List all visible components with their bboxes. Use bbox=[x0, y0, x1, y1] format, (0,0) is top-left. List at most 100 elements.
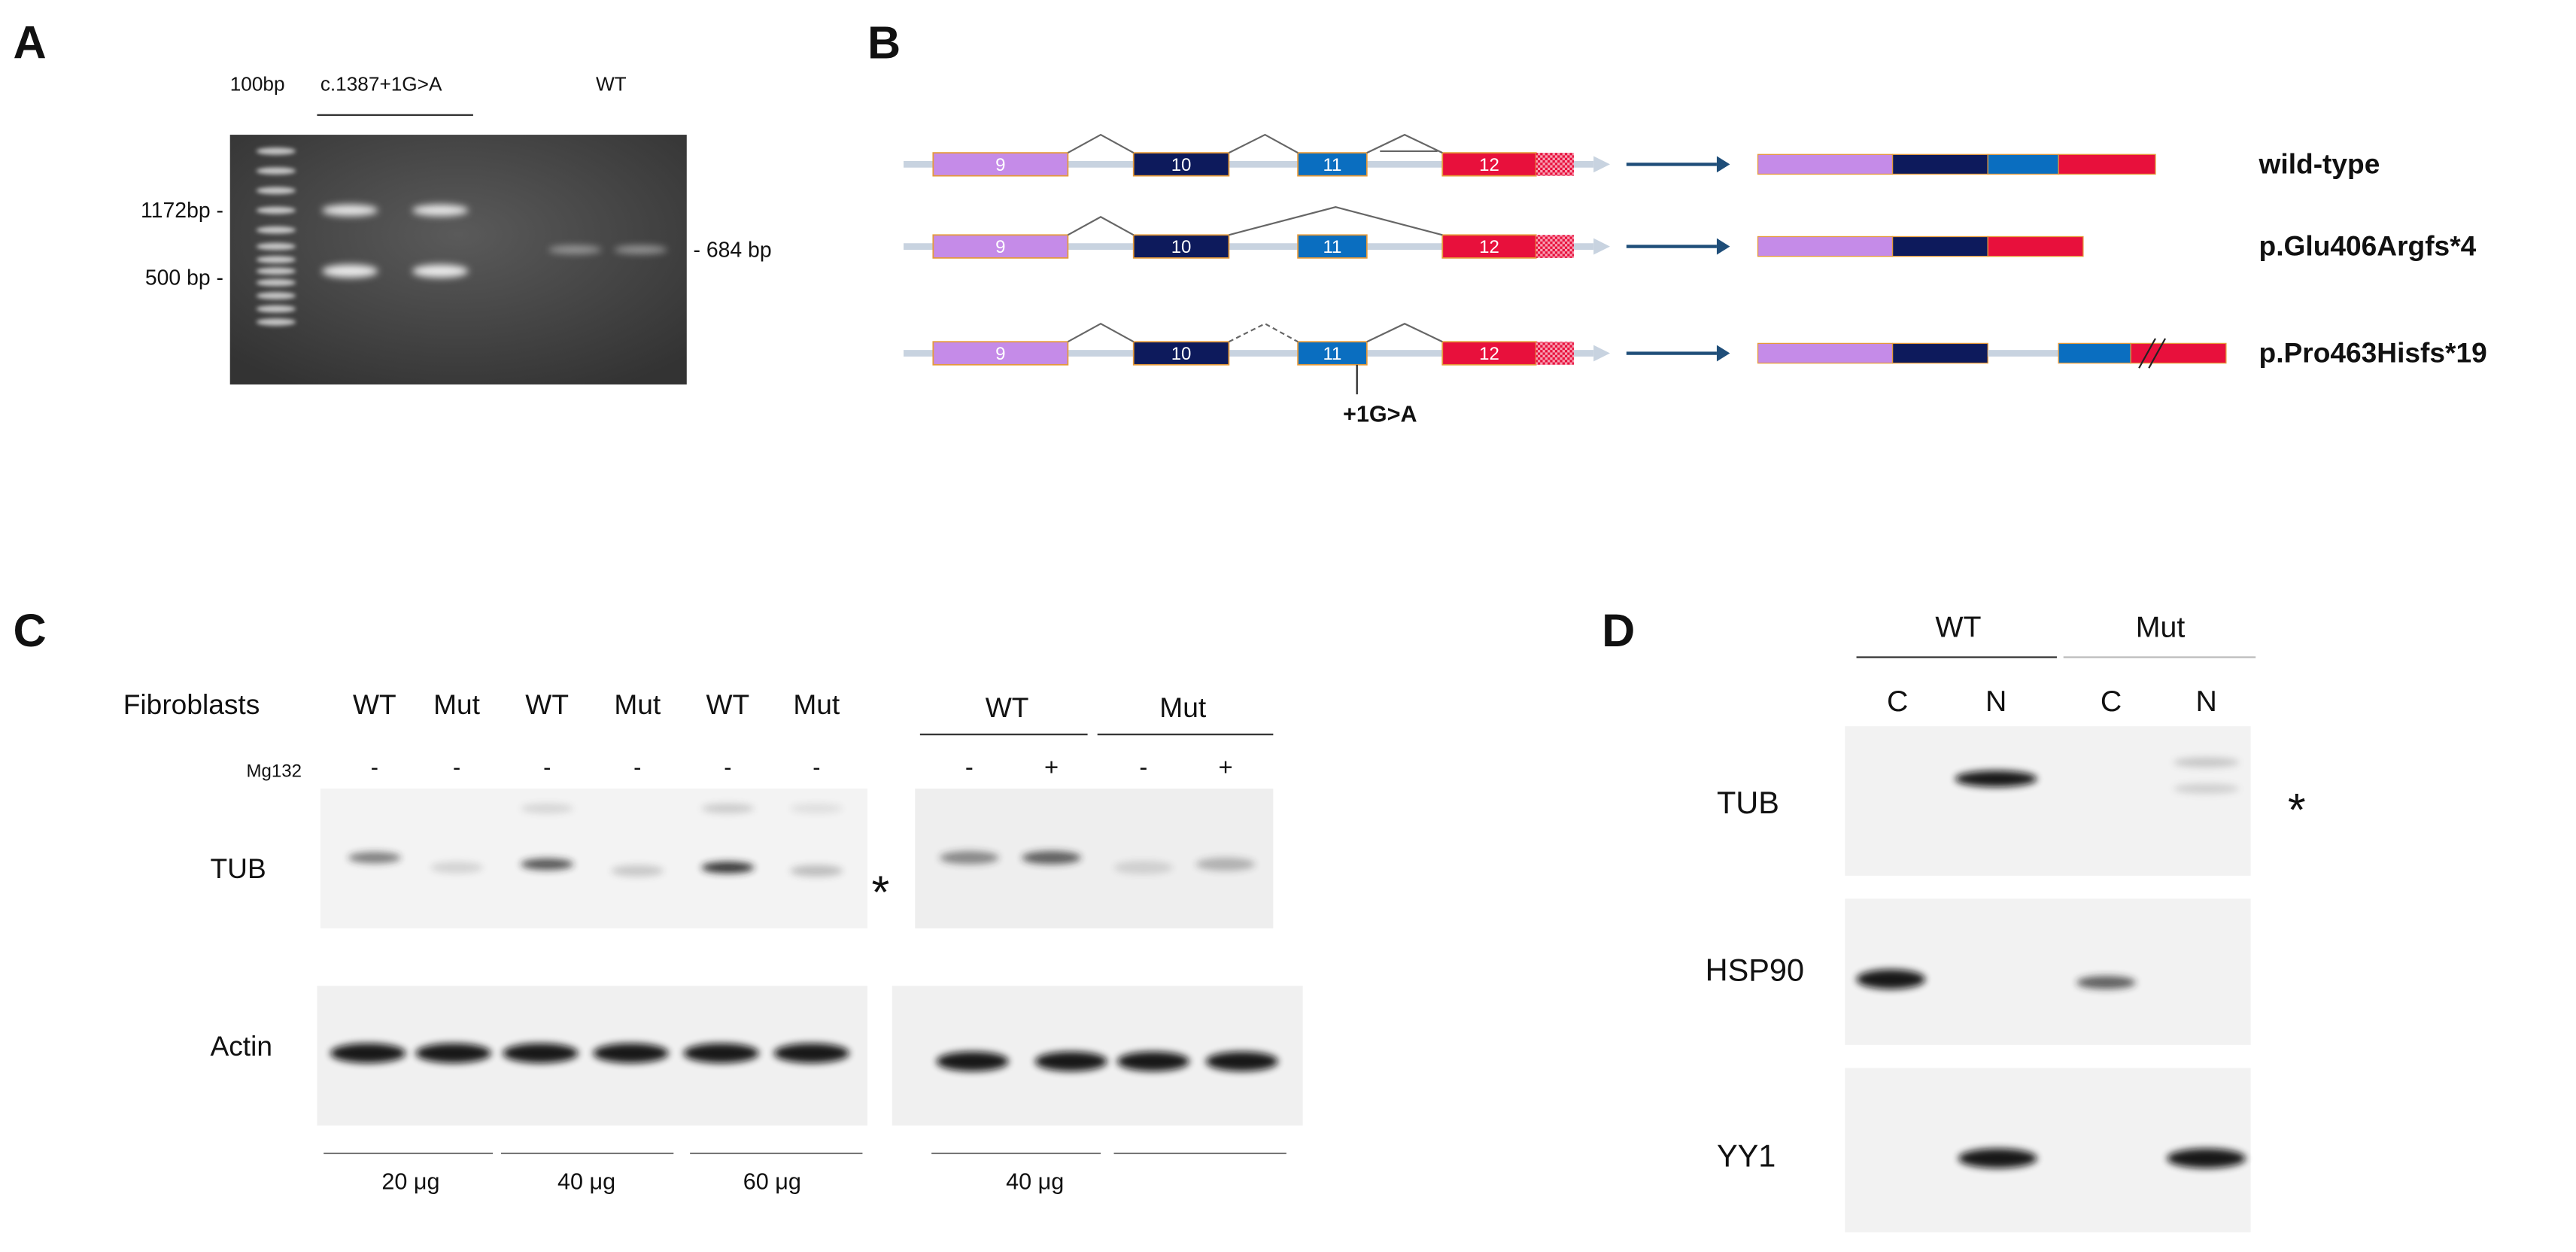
exon-utr bbox=[1536, 342, 1574, 365]
blot-band bbox=[683, 1043, 759, 1063]
exon-number: 10 bbox=[1171, 344, 1192, 364]
protein-label: TUB bbox=[211, 852, 266, 884]
protein-label: TUB bbox=[1717, 785, 1779, 820]
exon-number: 12 bbox=[1479, 237, 1499, 257]
blot-band bbox=[2174, 757, 2240, 767]
loading-label: 60 μg bbox=[743, 1168, 801, 1194]
lane-label: 100bp bbox=[230, 72, 285, 95]
blot-band bbox=[773, 1043, 849, 1063]
lane-label: Mut bbox=[433, 688, 481, 720]
group-label: Mut bbox=[1159, 691, 1207, 723]
blot-band bbox=[790, 865, 843, 877]
blot-band bbox=[2174, 783, 2240, 794]
treatment-state: - bbox=[453, 755, 460, 780]
panel-label: B bbox=[867, 17, 901, 68]
blot-band bbox=[611, 865, 664, 877]
fraction-label: N bbox=[1985, 685, 2006, 718]
marker-label: - 684 bp bbox=[694, 239, 772, 263]
exon bbox=[1297, 341, 1368, 366]
gel-band bbox=[322, 204, 378, 217]
ladder-band bbox=[256, 147, 296, 155]
gel bbox=[229, 135, 687, 384]
exon-number: 12 bbox=[1479, 155, 1499, 175]
splice-line bbox=[1228, 133, 1299, 154]
treatment-state: + bbox=[1044, 753, 1059, 781]
marker-asterisk: * bbox=[2288, 784, 2306, 835]
panel-label: D bbox=[1602, 605, 1635, 656]
blot-band bbox=[1195, 857, 1256, 871]
exon bbox=[1132, 234, 1230, 259]
exon bbox=[932, 234, 1069, 259]
splice-line bbox=[1229, 206, 1443, 236]
protein-domain bbox=[1891, 342, 1988, 364]
exon-number: 10 bbox=[1171, 237, 1192, 257]
blot-band bbox=[430, 862, 483, 874]
blot-band bbox=[521, 858, 574, 871]
splice-line bbox=[1366, 322, 1443, 343]
transcript-label: p.Pro463Hisfs*19 bbox=[2259, 337, 2487, 369]
exon-number: 12 bbox=[1479, 344, 1499, 364]
treatment-state: - bbox=[965, 753, 974, 781]
gene-end bbox=[1593, 156, 1610, 173]
protein-label: YY1 bbox=[1717, 1138, 1776, 1173]
marker-asterisk: * bbox=[872, 866, 890, 917]
treatment-state: - bbox=[813, 755, 820, 780]
ladder-band bbox=[256, 167, 296, 175]
loading-label: 40 μg bbox=[557, 1168, 615, 1194]
protein-domain bbox=[1987, 236, 2084, 257]
exon bbox=[1297, 152, 1368, 177]
variant-label: +1G>A bbox=[1343, 402, 1417, 427]
protein-label: HSP90 bbox=[1706, 953, 1804, 988]
protein-domain bbox=[2058, 342, 2131, 364]
exon bbox=[1132, 152, 1230, 177]
group-label: WT bbox=[1935, 611, 1981, 644]
splice-line bbox=[1228, 322, 1299, 343]
blot-band bbox=[2167, 1148, 2246, 1168]
loading-label: 40 μg bbox=[1006, 1168, 1064, 1194]
exon-number: 10 bbox=[1171, 155, 1192, 175]
exon bbox=[932, 341, 1069, 366]
group-label: Mut bbox=[2136, 611, 2186, 644]
exon-number: 11 bbox=[1323, 237, 1341, 257]
gene-end bbox=[1593, 345, 1610, 362]
splice-line bbox=[1366, 133, 1443, 154]
splice-line bbox=[1067, 133, 1135, 154]
exon bbox=[1441, 341, 1537, 366]
exon-utr bbox=[1536, 153, 1574, 176]
marker-label: 500 bp - bbox=[145, 266, 223, 290]
loading-label: 20 μg bbox=[381, 1168, 439, 1194]
ladder-band bbox=[256, 256, 296, 263]
blot bbox=[1845, 726, 2251, 876]
splice-line bbox=[1067, 322, 1135, 343]
splice-line bbox=[1067, 216, 1135, 236]
gel-band bbox=[412, 264, 469, 278]
blot-band bbox=[521, 803, 574, 813]
fraction-label: C bbox=[1887, 685, 1908, 718]
blot-band bbox=[1022, 851, 1081, 865]
treatment-state: - bbox=[724, 755, 731, 780]
blot-band bbox=[348, 852, 401, 864]
protein-domain bbox=[1891, 236, 1988, 257]
fraction-label: C bbox=[2101, 685, 2122, 718]
lane-label: WT bbox=[706, 688, 750, 720]
protein-domain bbox=[2058, 153, 2156, 175]
blot-band bbox=[790, 803, 843, 813]
exon-number: 11 bbox=[1323, 155, 1341, 175]
arrow-head bbox=[1716, 156, 1730, 173]
gel-band bbox=[548, 245, 602, 254]
treatment-state: - bbox=[371, 755, 378, 780]
arrow-head bbox=[1716, 238, 1730, 255]
blot-band bbox=[2076, 976, 2136, 989]
lane-label: Mut bbox=[614, 688, 661, 720]
blot bbox=[320, 789, 867, 928]
lane-label: WT bbox=[525, 688, 569, 720]
panel-label: A bbox=[13, 17, 46, 68]
ladder-band bbox=[256, 318, 296, 326]
ladder-band bbox=[256, 292, 296, 299]
protein-domain bbox=[1891, 153, 1988, 175]
ladder-band bbox=[256, 187, 296, 195]
exon-number: 9 bbox=[995, 237, 1005, 257]
lane-label: Mut bbox=[793, 688, 840, 720]
